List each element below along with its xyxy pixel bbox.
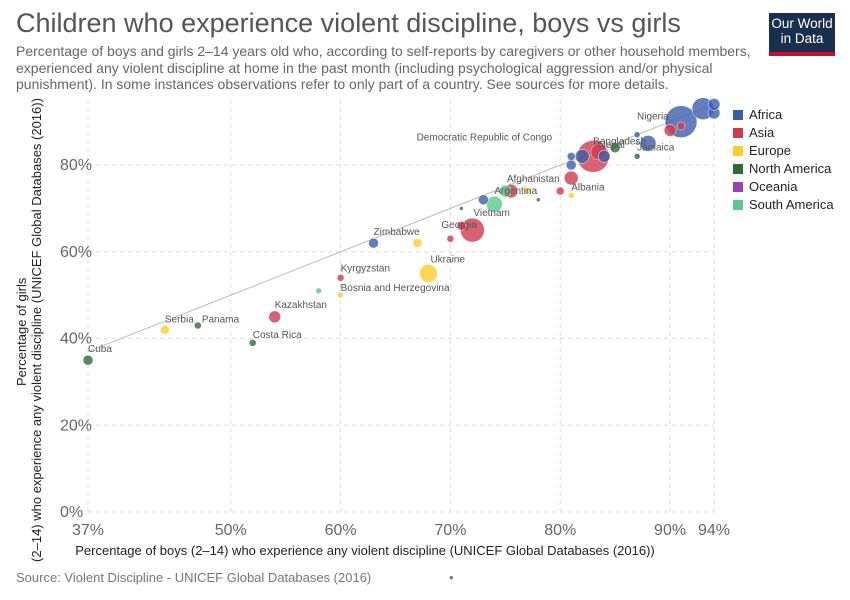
point-label-4: Kazakhstan [275, 300, 327, 311]
x-tick-5: 90% [654, 522, 686, 539]
data-point-30[interactable] [609, 142, 621, 153]
data-point-4[interactable] [268, 310, 281, 324]
data-point-12[interactable] [456, 221, 467, 231]
point-labels: Cuba Serbia Panama Costa Rica Kazakhstan Kyrg… [88, 112, 675, 356]
data-point-22[interactable] [567, 192, 575, 199]
grid-lines [87, 100, 715, 513]
point-label-12: Georgia [441, 220, 477, 231]
owid-logo[interactable]: Our World in Data [769, 13, 835, 56]
chart-title: Children who experience violent discipli… [16, 8, 681, 38]
y-tick-0: 0% [60, 504, 83, 521]
point-label-8: Zimbabwe [374, 227, 421, 238]
x-tick-1: 50% [215, 522, 247, 539]
data-point-26[interactable] [574, 149, 590, 164]
data-point-10[interactable] [419, 264, 438, 283]
point-label-18: Afghanistan [507, 174, 560, 185]
data-point-17[interactable] [499, 184, 512, 198]
legend-swatch-1 [733, 128, 743, 138]
data-point-11[interactable] [446, 235, 455, 243]
y-axis-ticks: 0% 20% 40% 60% 80% [60, 157, 92, 521]
point-label-26: Democratic Republic of Congo [417, 132, 553, 143]
data-point-7[interactable] [337, 291, 344, 299]
data-point-6[interactable] [336, 274, 345, 282]
legend-label-5[interactable]: South America [749, 197, 834, 212]
point-label-3: Costa Rica [253, 330, 302, 341]
data-point-35[interactable] [663, 124, 677, 137]
x-tick-4: 80% [544, 522, 576, 539]
legend-label-3[interactable]: North America [749, 161, 832, 176]
point-label-10: Ukraine [430, 254, 465, 265]
logo-line-1: Our World [771, 16, 833, 31]
data-point-33[interactable] [633, 153, 641, 160]
source-dot: • [449, 570, 454, 585]
data-points [82, 97, 721, 366]
data-point-31[interactable] [633, 131, 641, 138]
y-axis-label-line-1: Percentage of girls [14, 277, 29, 386]
data-point-25[interactable] [566, 152, 576, 161]
x-tick-2: 60% [325, 522, 357, 539]
y-tick-2: 40% [60, 331, 92, 348]
legend-swatch-2 [733, 146, 743, 156]
data-point-21[interactable] [555, 186, 565, 196]
point-label-28: Nepal [599, 140, 625, 151]
point-label-7: Bosnia and Herzegovina [341, 283, 450, 294]
data-point-2[interactable] [194, 321, 202, 330]
x-tick-6: 94% [698, 522, 730, 539]
legend-swatch-5 [733, 200, 743, 210]
data-point-14[interactable] [459, 206, 464, 211]
y-axis-label-line-2: (2–14) who experience any violent discip… [29, 98, 44, 562]
data-point-3[interactable] [248, 339, 257, 347]
y-tick-4: 80% [60, 157, 92, 174]
point-label-27: Bangladesh [593, 136, 646, 147]
legend-label-1[interactable]: Asia [749, 125, 775, 140]
point-label-0: Cuba [88, 344, 112, 355]
x-axis-ticks: 37% 50% 60% 70% 80% 90% 94% [72, 522, 730, 539]
data-point-16[interactable] [486, 195, 503, 213]
data-point-19[interactable] [523, 187, 532, 195]
y-tick-3: 60% [60, 244, 92, 261]
legend-label-2[interactable]: Europe [749, 143, 791, 158]
point-label-34: Jamaica [637, 142, 675, 153]
y-axis-label: Percentage of girls (2–14) who experienc… [14, 98, 44, 562]
y-tick-1: 20% [60, 417, 92, 434]
data-point-9[interactable] [412, 238, 423, 248]
data-point-34[interactable] [639, 135, 657, 152]
legend-label-4[interactable]: Oceania [749, 179, 798, 194]
point-label-6: Kyrgyzstan [341, 263, 390, 274]
legend-swatch-0 [733, 110, 743, 120]
legend-swatch-3 [733, 164, 743, 174]
data-point-24[interactable] [565, 159, 577, 171]
data-point-23[interactable] [563, 170, 579, 186]
data-point-15[interactable] [478, 194, 489, 205]
data-point-40[interactable] [707, 98, 721, 111]
chart-subtitle: Percentage of boys and girls 2–14 years … [16, 43, 751, 92]
point-label-17: Argentina [494, 186, 537, 197]
legend: Africa Asia Europe North America Oceania Sout… [733, 107, 834, 212]
data-point-20[interactable] [536, 197, 541, 202]
equality-line [87, 103, 715, 353]
source-note: Source: Violent Discipline - UNICEF Glob… [16, 570, 372, 585]
legend-label-0[interactable]: Africa [749, 107, 783, 122]
logo-accent-bar [769, 52, 835, 56]
point-label-2: Panama [202, 315, 240, 326]
data-point-37[interactable] [676, 121, 686, 131]
point-label-1: Serbia [165, 314, 194, 325]
data-point-1[interactable] [160, 325, 170, 335]
data-point-5[interactable] [315, 287, 322, 295]
point-label-36: Nigeria [637, 112, 669, 123]
x-tick-0: 37% [72, 522, 104, 539]
data-point-29[interactable] [597, 150, 611, 163]
point-label-13: Vietnam [473, 208, 510, 219]
data-point-8[interactable] [368, 237, 379, 249]
legend-swatch-4 [733, 182, 743, 192]
point-label-22: Albania [571, 182, 605, 193]
x-tick-3: 70% [434, 522, 466, 539]
data-point-32[interactable] [634, 141, 640, 146]
x-axis-label: Percentage of boys (2–14) who experience… [75, 543, 655, 558]
data-point-0[interactable] [82, 354, 94, 366]
logo-line-2: in Data [780, 31, 824, 46]
